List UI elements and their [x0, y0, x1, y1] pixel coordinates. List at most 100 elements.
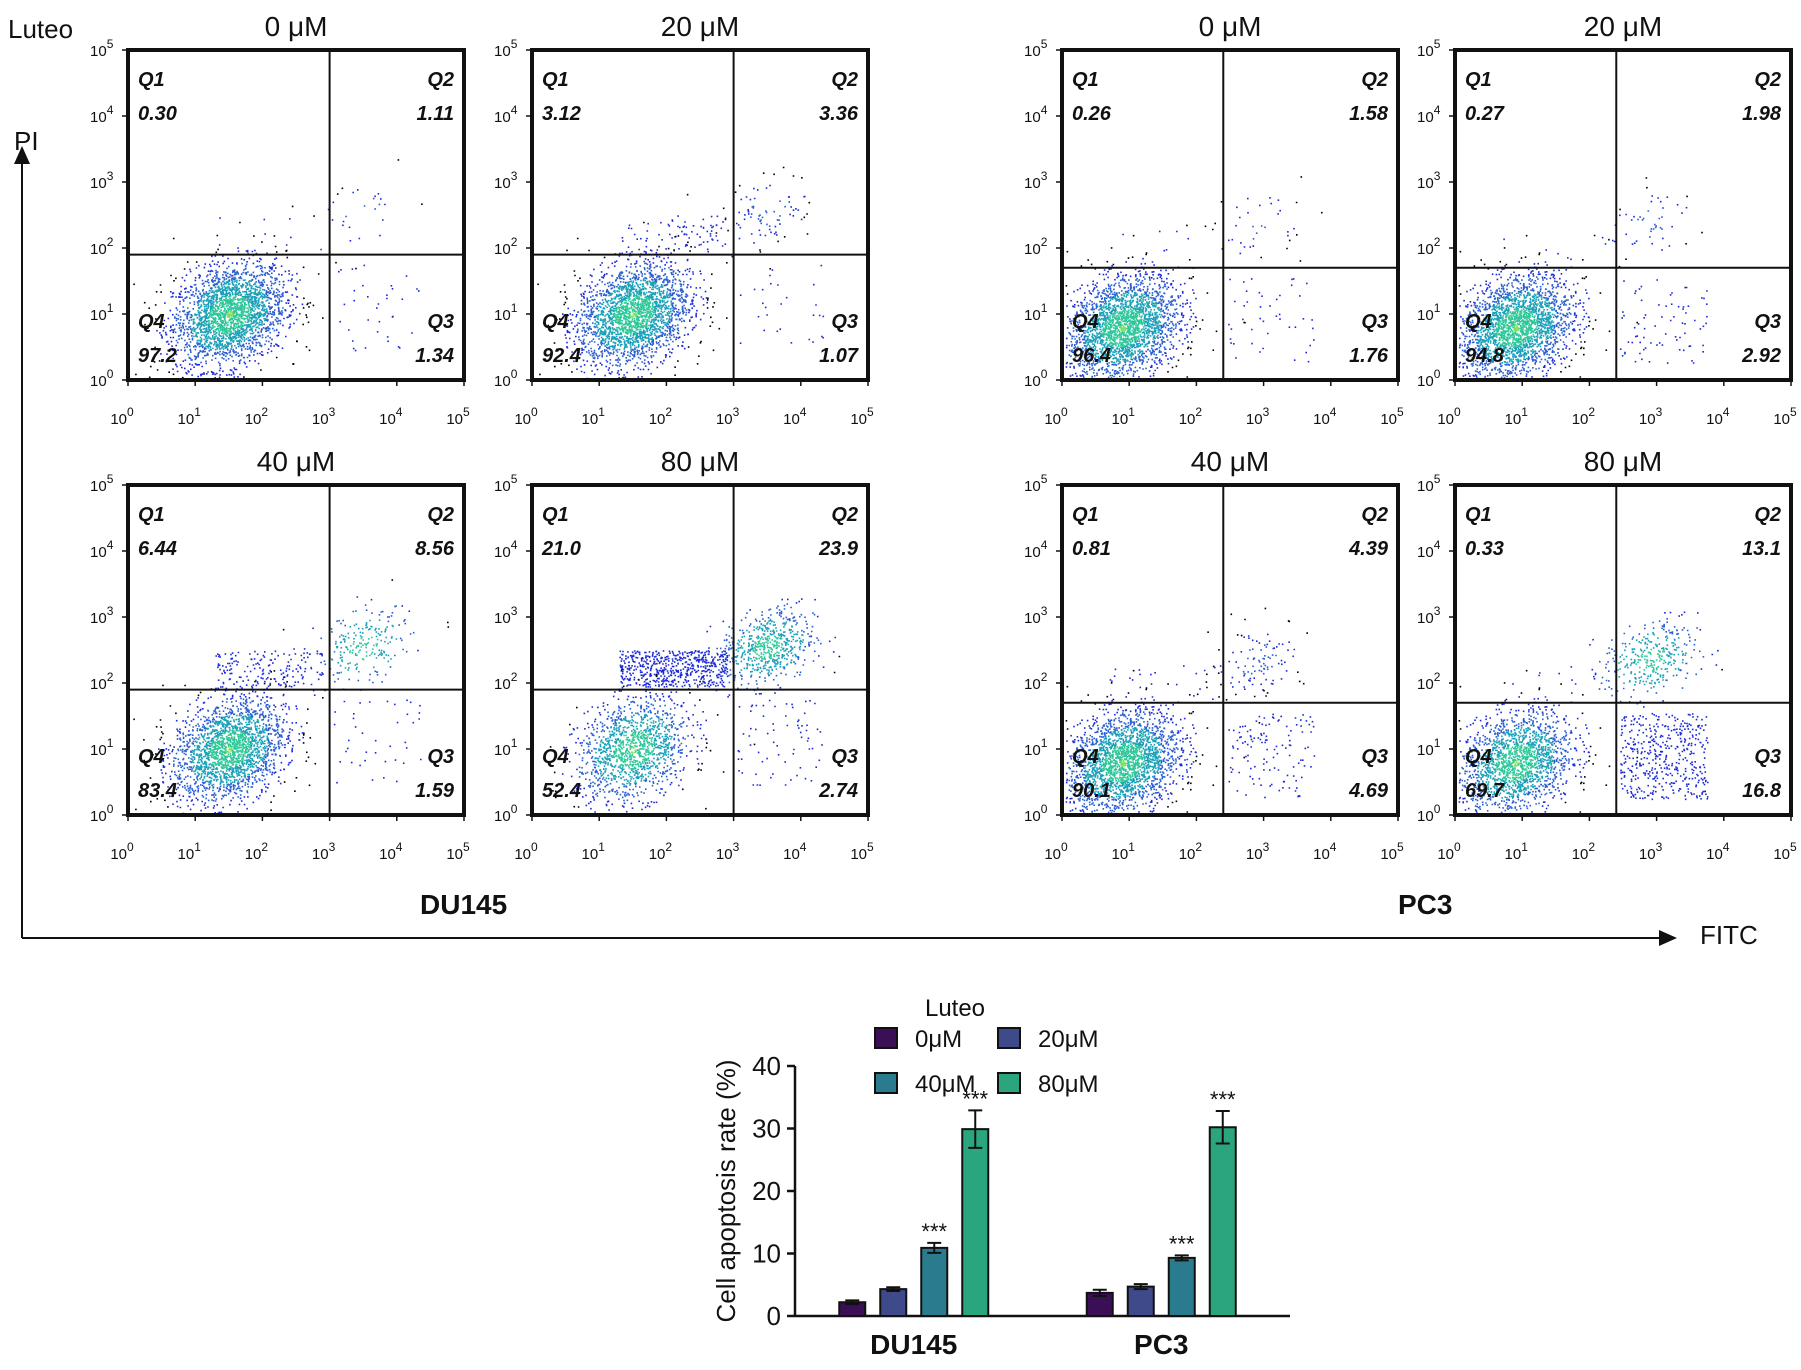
y-tick-label: 104	[1024, 538, 1048, 561]
quadrant-percentage: 0.26	[1072, 103, 1112, 125]
x-tick-label: 100	[514, 405, 538, 428]
quadrant-percentage: 2.92	[1741, 345, 1781, 367]
y-tick-label: 100	[90, 367, 114, 390]
quadrant-percentage: 1.11	[417, 103, 454, 125]
x-tick-label: 101	[1112, 405, 1136, 428]
x-tick-label: 100	[1437, 405, 1461, 428]
scatter-points	[1458, 611, 1723, 815]
quadrant-name: Q4	[1072, 746, 1099, 768]
significance-marker: ***	[1210, 1087, 1236, 1112]
legend-title: Luteo	[925, 995, 985, 1022]
x-tick-label: 102	[245, 840, 269, 863]
bar-y-tick-label: 30	[752, 1114, 781, 1144]
x-tick-label: 104	[1706, 840, 1730, 863]
quadrant-name: Q1	[138, 504, 165, 526]
quadrant-name: Q4	[542, 746, 569, 768]
quadrant-name: Q4	[1465, 746, 1492, 768]
scatter-point-cluster	[1513, 324, 1520, 332]
quadrant-name: Q3	[1361, 746, 1388, 768]
quadrant-name: Q1	[1072, 69, 1099, 91]
x-tick-label: 104	[379, 405, 403, 428]
scatter-point-cluster	[1120, 759, 1127, 767]
x-tick-label: 101	[178, 840, 202, 863]
quadrant-percentage: 3.36	[819, 103, 859, 125]
y-tick-label: 102	[90, 670, 114, 693]
quadrant-percentage: 92.4	[542, 345, 581, 367]
x-tick-label: 103	[312, 840, 336, 863]
quadrant-name: Q3	[427, 746, 454, 768]
scatter-point-cluster	[207, 636, 379, 770]
quadrant-percentage: 13.1	[1742, 538, 1781, 560]
x-tick-label: 101	[1505, 840, 1529, 863]
du145-cell-line-label: DU145	[420, 889, 507, 920]
y-tick-label: 100	[1417, 802, 1441, 825]
quadrant-percentage: 4.69	[1348, 780, 1389, 802]
scatter-points	[549, 598, 841, 813]
scatter-point-cluster	[562, 184, 825, 379]
scatter-point-cluster	[1084, 727, 1163, 799]
scatter-point-cluster	[1477, 291, 1556, 364]
x-tick-label: 103	[312, 405, 336, 428]
significance-marker: ***	[1169, 1231, 1195, 1256]
scatter-point-cluster	[1101, 743, 1146, 783]
y-tick-label: 103	[494, 169, 518, 192]
bar-y-tick-label: 40	[752, 1051, 781, 1081]
legend-label: 0μM	[915, 1026, 962, 1053]
quadrant-percentage: 2.74	[818, 780, 858, 802]
scatter-point-cluster	[172, 197, 381, 367]
scatter-point-cluster	[190, 279, 269, 351]
y-tick-label: 105	[1024, 37, 1048, 60]
x-tick-label: 105	[1380, 840, 1404, 863]
panel-frame	[126, 48, 466, 382]
scatter-point-cluster	[594, 279, 673, 351]
scatter-points	[1458, 177, 1708, 380]
panel-title: 40 μM	[1191, 446, 1269, 477]
quadrant-percentage: 83.4	[138, 780, 177, 802]
legend-swatch	[874, 1072, 898, 1094]
bar-y-tick-label: 20	[752, 1176, 781, 1206]
x-tick-label: 101	[1112, 840, 1136, 863]
x-tick-label: 104	[379, 840, 403, 863]
quadrant-percentage: 16.8	[1742, 780, 1782, 802]
quadrant-percentage: 0.27	[1465, 103, 1505, 125]
quadrant-name: Q1	[1465, 69, 1492, 91]
quadrant-name: Q4	[542, 311, 569, 333]
quadrant-name: Q2	[831, 504, 858, 526]
x-tick-label: 102	[1572, 405, 1596, 428]
apoptosis-bar-chart: 0 10 20 30 40 Cell apoptosis rate (%) *** *** DU…	[711, 995, 1290, 1360]
scatter-point-cluster	[225, 746, 233, 753]
x-tick-label: 103	[1639, 405, 1663, 428]
panel-frame	[1060, 48, 1400, 382]
y-tick-label: 102	[1024, 235, 1048, 258]
x-tick-label: 100	[110, 840, 134, 863]
scatter-point-cluster	[594, 618, 804, 786]
x-tick-label: 102	[649, 405, 673, 428]
quadrant-name: Q3	[1754, 746, 1781, 768]
flow-panel: 80 μM 100 100 101 101 102 102 103 103 104 104 105 10…	[1417, 446, 1797, 863]
y-tick-label: 103	[1417, 169, 1441, 192]
x-tick-label: 105	[850, 840, 874, 863]
quadrant-name: Q2	[427, 504, 454, 526]
y-tick-label: 104	[1024, 103, 1048, 126]
quadrant-name: Q4	[1465, 311, 1492, 333]
quadrant-name: Q4	[138, 311, 165, 333]
bar-y-tick-label: 10	[752, 1239, 781, 1269]
quadrant-percentage: 1.59	[415, 780, 455, 802]
y-tick-label: 104	[90, 103, 114, 126]
quadrant-percentage: 0.81	[1072, 538, 1111, 560]
flow-panel: 20 μM 100 100 101 101 102 102 103 103 104 104 105 10…	[1417, 11, 1797, 428]
bar-category-label: DU145	[870, 1329, 957, 1360]
y-tick-label: 101	[90, 301, 114, 324]
y-tick-label: 105	[1024, 472, 1048, 495]
panel-frame	[1453, 48, 1793, 382]
quadrant-name: Q2	[427, 69, 454, 91]
y-tick-label: 104	[1417, 538, 1441, 561]
scatter-point-cluster	[226, 311, 234, 318]
y-tick-label: 101	[1417, 301, 1441, 324]
quadrant-name: Q2	[1754, 69, 1781, 91]
x-tick-label: 104	[783, 405, 807, 428]
quadrant-name: Q2	[831, 69, 858, 91]
x-tick-label: 101	[1505, 405, 1529, 428]
scatter-points	[1065, 607, 1316, 815]
